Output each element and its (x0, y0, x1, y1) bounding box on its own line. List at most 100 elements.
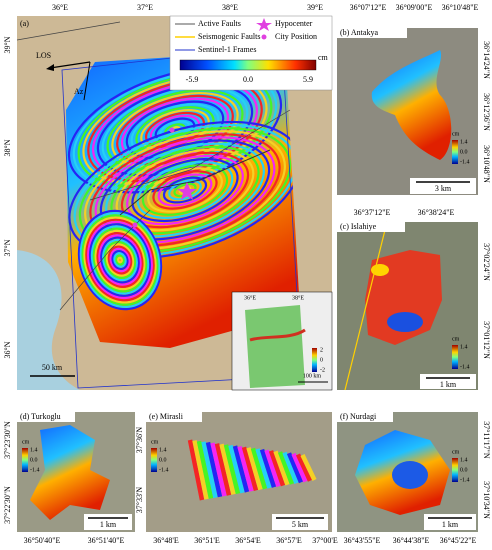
fringe (89, 223, 151, 297)
fringe (101, 86, 249, 174)
fringe (228, 444, 245, 494)
lat-tick: 37°36'N (135, 427, 144, 454)
lat-tick: 36°14'24"N (482, 41, 491, 79)
lon-tick: 36°57'E (276, 536, 302, 545)
colorbar (452, 458, 458, 482)
fringe (100, 236, 140, 284)
colorbar-tick: 0.0 (30, 457, 38, 463)
colorbar-tick: -1.4 (460, 364, 470, 370)
subsidence (387, 312, 423, 332)
lon-tick: 39°E (307, 3, 323, 12)
panel-label: (b) Antakya (340, 28, 378, 37)
lon-tick: 36°38'24"E (418, 208, 455, 217)
colorbar-tick: 0.0 (243, 75, 253, 84)
city (132, 222, 138, 228)
fringe (94, 229, 146, 291)
colorbar-tick: 0.0 (159, 457, 167, 463)
panel-d: (d) Turkoglu 37°23'30"N 37°22'30"N 36°50… (3, 412, 135, 545)
lat-tick: 39°N (3, 36, 12, 53)
fringe (162, 176, 208, 204)
lat-tick: 37°22'30"N (3, 486, 12, 524)
lon-tick: 36°07'12"E (350, 3, 387, 12)
fringe (277, 451, 295, 485)
panel-b: (b) Antakya 36°07'12"E 36°09'00"E 36°10'… (337, 3, 491, 195)
az-arrow (83, 61, 91, 101)
colorbar-tick: 0.0 (460, 467, 468, 473)
arrow-head (46, 64, 54, 71)
fringe (96, 232, 144, 288)
lon-tick: 36°09'00"E (396, 3, 433, 12)
fringe (87, 220, 153, 300)
legend-swatch (261, 34, 267, 40)
scale-label: 1 km (100, 520, 117, 529)
inset-colorbar-tick: 0 (320, 357, 323, 363)
scale-label: 5 km (292, 520, 309, 529)
fringe (113, 252, 127, 268)
panel-label: (e) Mirasli (149, 412, 184, 421)
label-box (337, 28, 407, 38)
lat-tick: 36°10'48"N (482, 145, 491, 183)
legend-entry: Sentinel-1 Frames (198, 45, 256, 54)
lat-tick: 36°12'36"N (482, 93, 491, 131)
fringe (192, 440, 209, 500)
inset-deformation (249, 328, 306, 342)
fringe (273, 450, 290, 486)
fringe (111, 249, 129, 271)
colorbar (151, 448, 157, 472)
fringe (300, 454, 317, 481)
colorbar-tick: 0.0 (460, 149, 468, 155)
legend-entry: Seismogenic Faults (198, 32, 260, 41)
legend-swatch (256, 18, 272, 31)
fringe (259, 448, 277, 488)
fringe (85, 218, 155, 302)
fringe (157, 173, 213, 207)
fringe (115, 254, 125, 266)
fringes (187, 439, 317, 501)
lon-tick: 36°51'E (194, 536, 220, 545)
fringe (295, 453, 313, 482)
inset-colorbar (312, 348, 317, 372)
panel-f: (f) Nurdagi 37°11'17"N 37°10'34"N 36°43'… (337, 412, 491, 545)
panel-label: (a) (20, 19, 29, 28)
fringe (210, 442, 227, 497)
lon-tick: 36°50'40"E (24, 536, 61, 545)
inset-lon-tick: 36°E (244, 294, 256, 301)
panel-a: (a) 36°E 37°E 38°E 39°E 39°N 38°N 37°N 3… (3, 3, 333, 391)
fringe (291, 452, 308, 483)
deformation-area (371, 50, 452, 160)
colorbar-tick: 1.4 (460, 344, 468, 350)
inset-map (245, 305, 305, 388)
label-box (337, 222, 405, 232)
legend-entry: Hypocenter (275, 19, 313, 28)
colorbar-tick: -1.4 (30, 467, 40, 473)
sea (17, 250, 80, 390)
lon-tick: 36°43'55"E (344, 536, 381, 545)
los-arrow (49, 61, 91, 69)
fringe (120, 151, 250, 229)
legend-entry: City Position (275, 32, 317, 41)
lat-tick: 36°N (3, 341, 12, 358)
colorbar-unit: cm (452, 336, 460, 342)
fringe (286, 452, 304, 484)
fringe (246, 447, 263, 491)
panel-label: (f) Nurdagi (340, 412, 377, 421)
fringe (268, 450, 286, 487)
fringe (77, 209, 163, 311)
colorbar-unit: cm (452, 449, 460, 455)
fringe (84, 130, 286, 250)
subsidence (392, 461, 428, 489)
colorbar-unit: cm (151, 439, 159, 445)
lon-tick: 36°44'38"E (393, 536, 430, 545)
fringe (79, 212, 161, 308)
lon-tick: 37°E (137, 3, 153, 12)
fringe (96, 83, 254, 177)
scale-label: 1 km (442, 520, 459, 529)
lon-tick: 38°E (222, 3, 238, 12)
colorbar-unit: cm (452, 131, 460, 137)
fringe (168, 179, 202, 201)
seismogenic-fault (119, 149, 271, 216)
fringe (219, 443, 236, 495)
lat-tick: 38°N (3, 139, 12, 156)
colorbar (179, 59, 317, 71)
